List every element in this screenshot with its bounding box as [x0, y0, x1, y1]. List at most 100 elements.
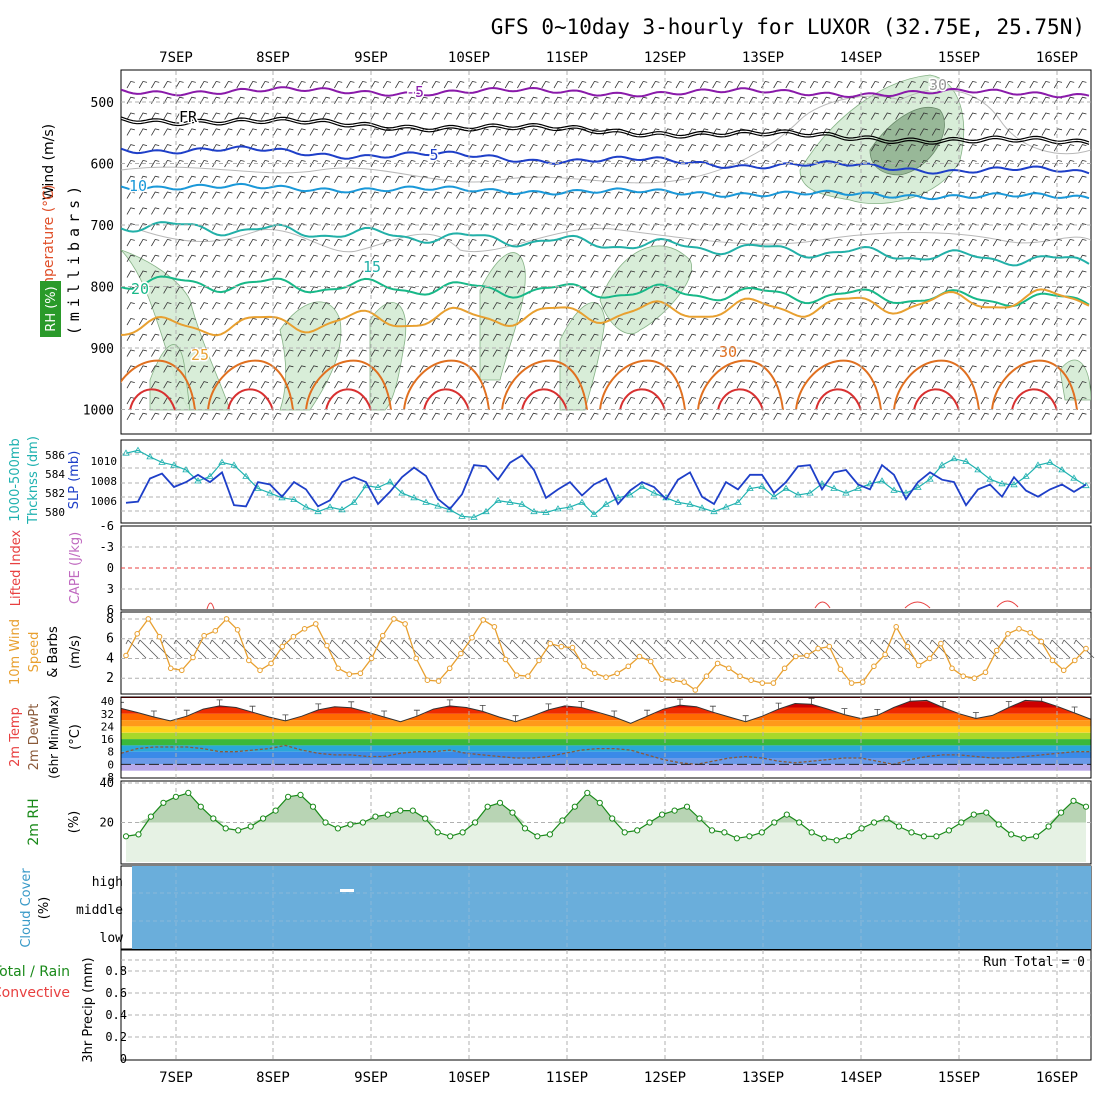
wind-barb: [1017, 207, 1026, 215]
wind-barb: [931, 223, 941, 231]
wind-barb: [212, 317, 221, 326]
wind-barb: [358, 80, 367, 89]
wind-barb: [968, 396, 977, 405]
temp-minmax-mark: [348, 701, 355, 708]
isotherm-35-arch: [1011, 388, 1058, 411]
date-label-bottom: 13SEP: [742, 1070, 784, 1086]
wind-barb: [443, 302, 453, 310]
wind-barb: [773, 223, 782, 231]
wind-barb: [822, 223, 831, 231]
rh-point: [1008, 831, 1015, 838]
wind-barb: [285, 333, 294, 341]
wind-barb: [602, 254, 611, 262]
wind-barb: [748, 317, 758, 326]
wind-barb: [212, 223, 221, 231]
temp-minmax-mark: [644, 709, 651, 717]
wind-barb: [273, 191, 282, 199]
isotherm-10: [121, 182, 1090, 201]
wind-barb: [431, 191, 440, 199]
thickness-point: [950, 454, 958, 462]
wind-barb: [968, 128, 977, 136]
wind-barb: [687, 238, 697, 247]
wind-barb: [687, 317, 697, 326]
wind-barb: [517, 96, 526, 104]
isotherm-20: [121, 275, 1090, 308]
wind-barb: [773, 207, 782, 215]
wind-barb: [626, 381, 636, 389]
wind-barb: [578, 223, 587, 231]
wind-barb: [1029, 396, 1038, 405]
wind-barb: [907, 238, 916, 247]
wind-barb: [309, 412, 318, 420]
isotherm-35-arch: [913, 388, 960, 411]
wind-barb: [212, 80, 221, 89]
wind-barb: [687, 270, 697, 278]
wind-barb: [248, 238, 257, 247]
wind-barb: [395, 144, 404, 152]
wind-barb: [309, 207, 318, 215]
wind-barb: [919, 144, 928, 152]
wind-barb: [321, 159, 331, 168]
thickness-point: [554, 505, 562, 512]
thickness-point: [182, 466, 190, 473]
wind-barb: [1053, 349, 1063, 357]
wind-speed-point: [703, 673, 710, 680]
wind-barb: [1053, 159, 1063, 168]
wind-barb: [748, 191, 758, 199]
wind-barb: [431, 412, 440, 420]
wind-barb: [297, 128, 306, 136]
wind-barb: [297, 317, 306, 326]
wind-barb: [553, 144, 562, 152]
thickness-point: [422, 498, 430, 505]
wind-barb: [297, 302, 306, 310]
wind-barb: [541, 270, 550, 278]
wind-barb: [236, 238, 245, 247]
wind-barb: [797, 207, 806, 215]
rh-point: [260, 815, 267, 822]
wind-barb: [1017, 144, 1026, 152]
wind-barb: [346, 396, 355, 405]
wind-ylabel-b: Speed: [27, 632, 42, 673]
wind-barb: [590, 254, 599, 262]
thickness-point: [1070, 474, 1078, 481]
wind-barb: [456, 175, 465, 183]
wind-barb: [517, 238, 526, 247]
wind-speed-point: [580, 663, 587, 670]
wind-barb: [956, 80, 965, 89]
wind-barb: [480, 128, 489, 136]
wind-barb: [675, 365, 684, 373]
wind-barb: [151, 112, 160, 120]
wind-barb: [822, 207, 831, 215]
wind-barb: [846, 144, 855, 152]
freezing-level-line: [121, 118, 1090, 145]
run-total-label: Run Total = 0: [983, 955, 1085, 970]
wind-barb: [602, 270, 611, 278]
wind-barb: [675, 159, 684, 168]
wind-barb: [858, 333, 867, 341]
wind-barb: [700, 128, 709, 136]
rh-point: [871, 819, 878, 826]
wind-barb: [187, 112, 196, 120]
wind-barb: [578, 80, 587, 89]
wind-barb: [321, 223, 331, 231]
wind-barb: [980, 223, 989, 231]
thickness-point: [206, 472, 214, 479]
wind-barb: [163, 80, 172, 89]
wind-barb: [382, 207, 392, 215]
wind-barb: [224, 96, 233, 104]
precip-tick-label: 0.4: [105, 1008, 127, 1022]
wind-barb: [870, 333, 880, 341]
surface-wind-barb: [665, 639, 687, 659]
wind-barb: [602, 396, 611, 405]
wind-barb: [260, 112, 270, 120]
wind-barb: [358, 302, 367, 310]
wind-speed-point: [737, 673, 743, 680]
wind-speed-point: [469, 634, 475, 641]
rh-shaded-area: [479, 252, 526, 381]
rh-contour: [899, 89, 1091, 155]
isotherm-label: -5: [406, 83, 424, 101]
wind-barb: [1078, 207, 1087, 215]
wind-barb: [260, 317, 270, 326]
wind-speed-point: [993, 647, 1000, 654]
wind-barb: [1017, 238, 1026, 247]
